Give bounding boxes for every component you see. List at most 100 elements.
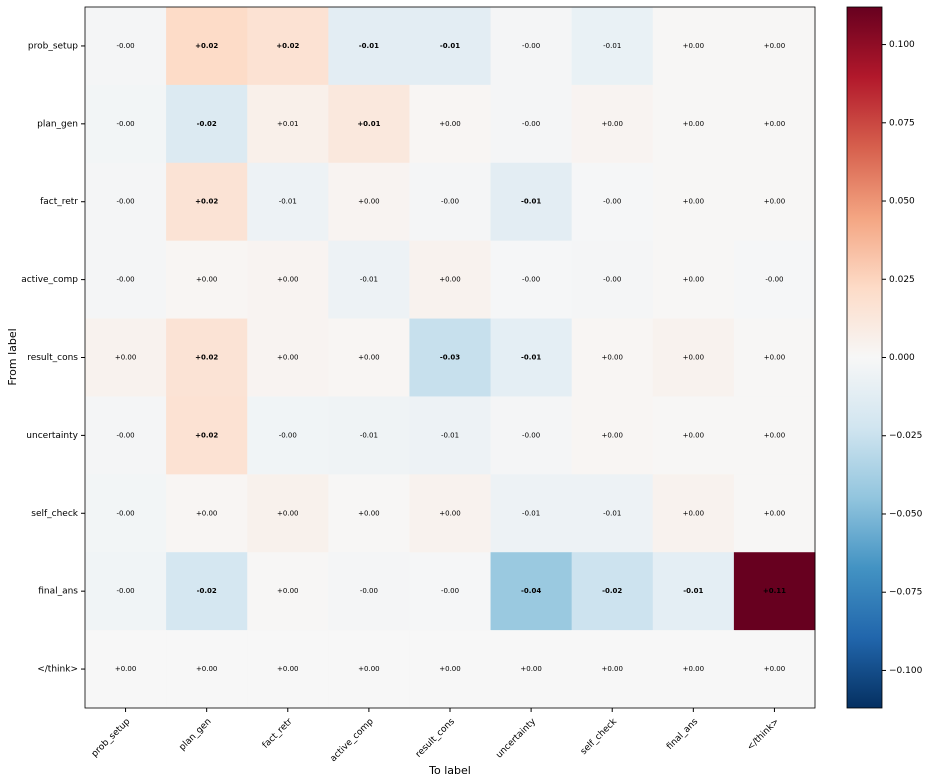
colorbar-tick-label: 0.025 (889, 275, 915, 285)
y-tick-label: uncertainty (26, 431, 78, 441)
cell-label: -0.01 (279, 198, 297, 206)
cell-label: +0.02 (195, 431, 218, 439)
heatmap-cell (733, 162, 816, 242)
heatmap-cell (409, 162, 492, 242)
cell-label: +0.02 (195, 198, 218, 206)
colorbar-tick-label: 0.075 (889, 118, 915, 128)
heatmap-cell (490, 396, 573, 475)
cell-label: -0.01 (360, 431, 378, 439)
heatmap-cell (652, 84, 735, 164)
heatmap-cell (490, 552, 573, 631)
colorbar-tick-label: −0.050 (889, 509, 923, 519)
y-tick-label: result_cons (27, 353, 78, 363)
heatmap-cell (571, 552, 654, 631)
y-tick-label: self_check (31, 509, 79, 519)
heatmap-cell (166, 318, 248, 397)
heatmap-cell (409, 474, 492, 553)
cell-label: +0.00 (439, 509, 460, 517)
heatmap-cell (652, 318, 735, 397)
heatmap-cell (166, 552, 248, 631)
heatmap-cell (652, 474, 735, 553)
heatmap-cell (652, 396, 735, 475)
heatmap-cell (571, 7, 654, 86)
heatmap-cell (166, 84, 248, 164)
colorbar-tick-label: −0.075 (889, 588, 922, 598)
cell-label: +0.00 (601, 120, 622, 128)
heatmap-cell (166, 240, 248, 320)
heatmap-cell (85, 630, 167, 709)
heatmap-cell (571, 84, 654, 164)
cell-label: +0.00 (196, 509, 217, 517)
heatmap-cell (85, 474, 167, 553)
heatmap-cell (85, 240, 167, 320)
heatmap-cell (652, 552, 735, 631)
cell-label: +0.00 (683, 431, 704, 439)
cell-label: -0.04 (521, 587, 541, 595)
cell-label: +0.00 (277, 354, 298, 362)
heatmap-cell (247, 84, 329, 164)
heatmap-cell (328, 552, 410, 631)
cell-label: +0.11 (763, 587, 786, 595)
cell-label: +0.02 (195, 354, 218, 362)
y-tick-label: prob_setup (28, 41, 78, 51)
heatmap-cell (247, 7, 329, 86)
heatmap-cell (247, 240, 329, 320)
cell-label: -0.00 (603, 198, 621, 206)
cell-label: -0.01 (360, 276, 378, 284)
heatmap-cell (328, 318, 410, 397)
cell-label: -0.00 (603, 276, 621, 284)
heatmap-cell (247, 396, 329, 475)
heatmap-cell (409, 318, 492, 397)
heatmap-cell (85, 84, 167, 164)
heatmap-cell (328, 240, 410, 320)
cell-label: +0.00 (683, 42, 704, 50)
heatmap-cell (85, 162, 167, 242)
y-tick-label: </think> (37, 665, 78, 675)
cell-label: +0.00 (277, 665, 298, 673)
cell-label: -0.00 (116, 431, 134, 439)
x-tick-label: uncertainty (494, 716, 538, 760)
cell-label: -0.00 (522, 120, 540, 128)
colorbar-tick-label: −0.100 (889, 666, 923, 676)
cell-label: +0.00 (277, 587, 298, 595)
cell-label: +0.00 (520, 665, 541, 673)
y-tick-label: plan_gen (37, 119, 78, 129)
cell-label: +0.00 (683, 354, 704, 362)
heatmap-cell (247, 552, 329, 631)
heatmap-cell (733, 318, 816, 397)
cell-label: +0.00 (601, 665, 622, 673)
cell-label: -0.00 (279, 431, 297, 439)
heatmap-cell (409, 630, 492, 709)
heatmap-cell (409, 240, 492, 320)
heatmap-cell (571, 318, 654, 397)
heatmap-cell (166, 162, 248, 242)
cell-label: -0.02 (197, 587, 217, 595)
cell-label: -0.00 (116, 276, 134, 284)
x-tick-label: plan_gen (178, 717, 214, 753)
cell-label: -0.00 (522, 42, 540, 50)
cell-label: +0.00 (601, 354, 622, 362)
cell-label: -0.03 (440, 354, 460, 362)
heatmap-cell (571, 162, 654, 242)
heatmap-cell (85, 318, 167, 397)
heatmap-cell (409, 552, 492, 631)
heatmap-cell (490, 7, 573, 86)
heatmap-cell (652, 162, 735, 242)
heatmap-cell (571, 630, 654, 709)
cell-label: +0.00 (439, 665, 460, 673)
cell-label: -0.00 (116, 198, 134, 206)
cell-label: -0.01 (603, 509, 621, 517)
cell-label: +0.00 (764, 431, 785, 439)
cell-label: +0.00 (196, 665, 217, 673)
cell-label: -0.01 (522, 509, 540, 517)
cell-label: -0.01 (603, 42, 621, 50)
cell-label: -0.00 (360, 587, 378, 595)
x-tick-label: result_cons (414, 717, 457, 760)
heatmap-cell (328, 396, 410, 475)
y-tick-label: fact_retr (40, 197, 78, 207)
cell-label: -0.00 (441, 198, 459, 206)
heatmap-cell (85, 552, 167, 631)
heatmap-cell (490, 318, 573, 397)
cell-label: +0.00 (764, 509, 785, 517)
